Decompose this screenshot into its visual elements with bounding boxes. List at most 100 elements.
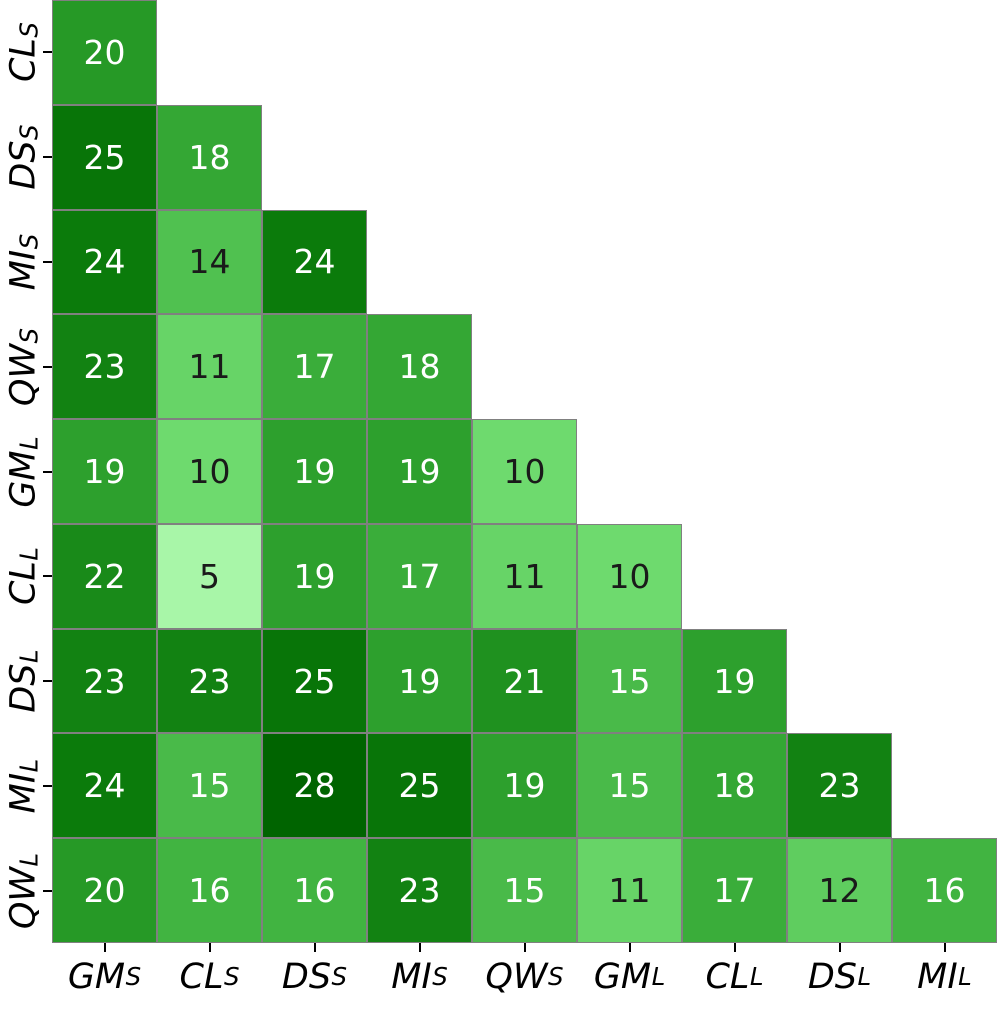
cell-value: 15 <box>503 871 546 911</box>
cell-value: 18 <box>713 766 756 806</box>
row-label: DS S <box>3 124 44 190</box>
cell-value: 25 <box>83 137 126 177</box>
x-tick-mark <box>628 943 631 953</box>
heatmap-cell: 10 <box>577 523 682 629</box>
x-tick-mark <box>313 943 316 953</box>
cell-value: 5 <box>199 556 220 596</box>
cell-value: 22 <box>83 556 126 596</box>
heatmap-cell: 15 <box>472 838 577 943</box>
cell-value: 24 <box>83 242 126 282</box>
heatmap-cell: 23 <box>52 628 157 734</box>
cell-value: 15 <box>608 661 651 701</box>
cell-value: 23 <box>83 661 126 701</box>
heatmap-cell: 24 <box>52 733 157 839</box>
y-tick-mark <box>43 260 52 263</box>
cell-value: 19 <box>293 556 336 596</box>
heatmap-cell: 25 <box>367 733 472 839</box>
row-label: CL L <box>3 547 44 606</box>
heatmap-cell: 15 <box>577 628 682 734</box>
y-tick-mark <box>43 51 52 54</box>
cell-value: 10 <box>188 451 231 491</box>
heatmap-cell: 24 <box>262 209 367 315</box>
heatmap-cell: 20 <box>52 838 157 943</box>
cell-value: 19 <box>398 451 441 491</box>
y-tick-mark <box>43 365 52 368</box>
cell-value: 15 <box>608 766 651 806</box>
cell-value: 20 <box>83 871 126 911</box>
heatmap-cell: 17 <box>682 838 787 943</box>
heatmap-cell: 25 <box>262 628 367 734</box>
heatmap-cell: 23 <box>367 838 472 943</box>
cell-value: 11 <box>503 556 546 596</box>
y-tick-mark <box>43 470 52 473</box>
cell-value: 23 <box>83 347 126 387</box>
x-tick-mark <box>103 943 106 953</box>
heatmap-cell: 18 <box>157 104 262 210</box>
cell-value: 19 <box>503 766 546 806</box>
heatmap-cell: 19 <box>367 628 472 734</box>
heatmap-cell: 21 <box>472 628 577 734</box>
cell-value: 17 <box>713 871 756 911</box>
heatmap-cell: 18 <box>682 733 787 839</box>
heatmap-cell: 23 <box>52 314 157 420</box>
heatmap-cell: 23 <box>157 628 262 734</box>
cell-value: 16 <box>923 871 966 911</box>
y-tick-mark <box>43 680 52 683</box>
y-tick-mark <box>43 575 52 578</box>
cell-value: 28 <box>293 766 336 806</box>
cell-value: 11 <box>188 347 231 387</box>
cell-value: 19 <box>293 451 336 491</box>
y-tick-mark <box>43 889 52 892</box>
cell-value: 17 <box>398 556 441 596</box>
cell-value: 25 <box>293 661 336 701</box>
heatmap-cell: 15 <box>157 733 262 839</box>
cell-value: 19 <box>713 661 756 701</box>
cell-value: 19 <box>83 451 126 491</box>
heatmap-cell: 15 <box>577 733 682 839</box>
cell-value: 15 <box>188 766 231 806</box>
heatmap-cell: 22 <box>52 523 157 629</box>
cell-value: 19 <box>398 661 441 701</box>
heatmap-cell: 17 <box>262 314 367 420</box>
heatmap-cell: 10 <box>472 419 577 524</box>
heatmap-cell: 5 <box>157 523 262 629</box>
row-label: QW S <box>3 327 44 406</box>
cell-value: 14 <box>188 242 231 282</box>
row-label: QW L <box>3 852 44 929</box>
col-label: CL S <box>179 957 240 998</box>
col-label: CL L <box>705 957 764 998</box>
heatmap-cell: 12 <box>787 838 892 943</box>
cell-value: 21 <box>503 661 546 701</box>
x-tick-mark <box>838 943 841 953</box>
cell-value: 20 <box>83 32 126 72</box>
heatmap-cell: 16 <box>157 838 262 943</box>
cell-value: 16 <box>188 871 231 911</box>
col-label: MI S <box>391 957 448 998</box>
cell-value: 25 <box>398 766 441 806</box>
col-label: MI L <box>917 957 972 998</box>
col-label: GM S <box>67 957 142 998</box>
cell-value: 12 <box>818 871 861 911</box>
heatmap-cell: 16 <box>892 838 997 943</box>
x-tick-mark <box>208 943 211 953</box>
cell-value: 23 <box>398 871 441 911</box>
heatmap-cell: 14 <box>157 209 262 315</box>
x-tick-mark <box>523 943 526 953</box>
cell-value: 18 <box>188 137 231 177</box>
cell-value: 18 <box>398 347 441 387</box>
row-label: GM L <box>3 435 44 508</box>
heatmap-cell: 16 <box>262 838 367 943</box>
y-tick-mark <box>43 784 52 787</box>
col-label: QW S <box>485 957 564 998</box>
col-label: DS L <box>807 957 872 998</box>
cell-value: 23 <box>818 766 861 806</box>
cell-value: 10 <box>503 451 546 491</box>
heatmap-cell: 23 <box>787 733 892 839</box>
x-tick-mark <box>733 943 736 953</box>
cell-value: 11 <box>608 871 651 911</box>
cell-value: 23 <box>188 661 231 701</box>
heatmap-cell: 11 <box>577 838 682 943</box>
heatmap-cell: 10 <box>157 419 262 524</box>
heatmap-cell: 28 <box>262 733 367 839</box>
